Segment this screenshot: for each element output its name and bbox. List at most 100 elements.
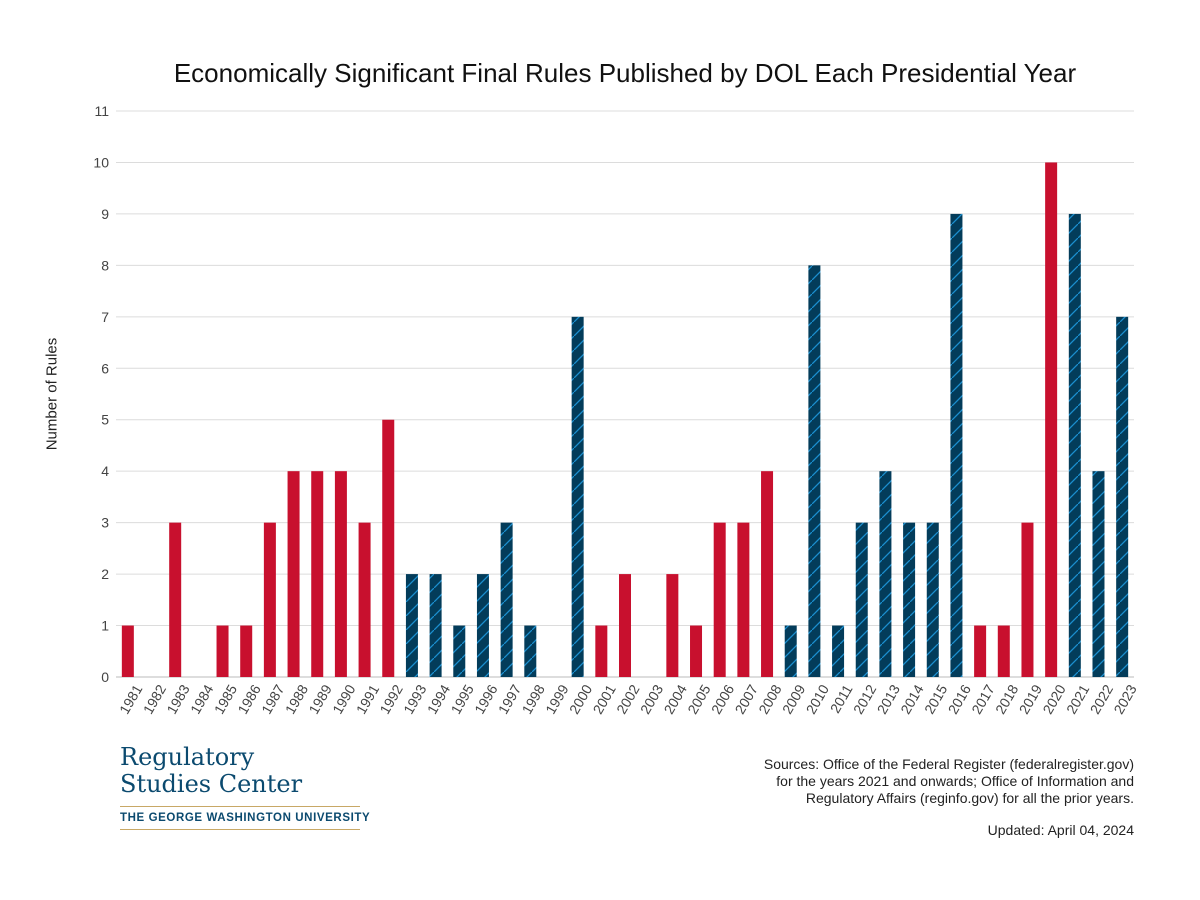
x-tick-label: 2023 bbox=[1110, 682, 1140, 717]
bar-1983 bbox=[169, 522, 182, 677]
logo-line-1: Regulatory bbox=[120, 743, 255, 771]
x-tick-label: 1998 bbox=[518, 682, 548, 717]
bar-1993 bbox=[405, 574, 418, 677]
y-tick-label: 8 bbox=[101, 257, 109, 273]
x-tick-label: 1991 bbox=[353, 682, 383, 717]
x-tick-label: 1988 bbox=[282, 682, 312, 717]
bar-1992 bbox=[382, 419, 395, 677]
x-tick-label: 1995 bbox=[447, 682, 477, 717]
x-tick-label: 1982 bbox=[140, 682, 170, 717]
x-tick-label: 1981 bbox=[116, 682, 146, 717]
sources-line-2: for the years 2021 and onwards; Office o… bbox=[776, 773, 1134, 789]
logo-university: THE GEORGE WASHINGTON UNIVERSITY bbox=[120, 812, 371, 824]
x-tick-label: 2008 bbox=[755, 682, 785, 717]
bar-1997 bbox=[500, 522, 513, 677]
chart-title: Economically Significant Final Rules Pub… bbox=[173, 58, 1077, 88]
sources-line-3: Regulatory Affairs (reginfo.gov) for all… bbox=[805, 790, 1134, 806]
bar-1985 bbox=[216, 625, 229, 677]
x-tick-label: 2006 bbox=[708, 682, 738, 717]
x-tick-label: 2005 bbox=[684, 682, 714, 717]
bars bbox=[121, 162, 1129, 678]
bar-2005 bbox=[690, 625, 703, 677]
sources-line-1: Sources: Office of the Federal Register … bbox=[763, 756, 1134, 772]
x-tick-label: 2022 bbox=[1087, 682, 1117, 717]
bar-1990 bbox=[334, 471, 347, 677]
bar-2021 bbox=[1068, 213, 1081, 677]
bar-1987 bbox=[263, 522, 276, 677]
bar-2014 bbox=[903, 522, 916, 677]
bar-2010 bbox=[808, 265, 821, 677]
x-tick-label: 1987 bbox=[258, 682, 288, 717]
bar-2015 bbox=[926, 522, 939, 677]
x-tick-label: 2019 bbox=[1016, 682, 1046, 717]
x-tick-label: 1996 bbox=[471, 682, 501, 717]
bar-1994 bbox=[429, 574, 442, 677]
x-tick-label: 2018 bbox=[992, 682, 1022, 717]
bar-1991 bbox=[358, 522, 371, 677]
logo-divider bbox=[120, 806, 360, 807]
y-tick-label: 9 bbox=[101, 206, 109, 222]
x-tick-label: 1989 bbox=[305, 682, 335, 717]
bar-1996 bbox=[476, 574, 489, 677]
bar-2023 bbox=[1116, 316, 1129, 677]
y-tick-label: 5 bbox=[101, 412, 109, 428]
x-tick-label: 2002 bbox=[613, 682, 643, 717]
bar-2022 bbox=[1092, 471, 1105, 677]
x-tick-label: 2016 bbox=[945, 682, 975, 717]
bar-2012 bbox=[855, 522, 868, 677]
bar-1995 bbox=[453, 625, 466, 677]
x-tick-label: 1994 bbox=[424, 682, 454, 717]
rsc-logo: Regulatory Studies Center THE GEORGE WAS… bbox=[120, 743, 371, 830]
updated-date: Updated: April 04, 2024 bbox=[987, 822, 1134, 838]
y-tick-label: 2 bbox=[101, 566, 109, 582]
bar-1986 bbox=[240, 625, 253, 677]
x-tick-label: 1985 bbox=[211, 682, 241, 717]
x-tick-label: 2010 bbox=[803, 682, 833, 717]
x-tick-label: 2000 bbox=[566, 682, 596, 717]
y-tick-labels: 0 1 2 3 4 5 6 7 8 9 10 11 bbox=[93, 103, 109, 685]
bar-1981 bbox=[121, 625, 134, 677]
bar-1989 bbox=[311, 471, 324, 677]
y-tick-label: 10 bbox=[93, 154, 109, 170]
bar-1988 bbox=[287, 471, 300, 677]
bar-2000 bbox=[571, 316, 584, 677]
x-tick-label: 1986 bbox=[234, 682, 264, 717]
y-tick-label: 7 bbox=[101, 309, 109, 325]
x-tick-label: 2020 bbox=[1039, 682, 1069, 717]
x-tick-label: 1997 bbox=[495, 682, 525, 717]
sources-note: Sources: Office of the Federal Register … bbox=[614, 756, 1134, 807]
x-tick-label: 2014 bbox=[897, 682, 927, 717]
x-tick-label: 2017 bbox=[968, 682, 998, 717]
x-tick-label: 2009 bbox=[779, 682, 809, 717]
bar-2018 bbox=[997, 625, 1010, 677]
x-tick-label: 2015 bbox=[921, 682, 951, 717]
bar-2009 bbox=[784, 625, 797, 677]
bar-2017 bbox=[974, 625, 987, 677]
y-tick-label: 6 bbox=[101, 360, 109, 376]
bar-2002 bbox=[619, 574, 631, 677]
bar-2013 bbox=[879, 471, 892, 677]
y-tick-label: 3 bbox=[101, 515, 109, 531]
bar-2008 bbox=[761, 471, 774, 677]
x-tick-label: 1993 bbox=[400, 682, 430, 717]
bar-2007 bbox=[737, 522, 750, 677]
bar-2016 bbox=[950, 213, 963, 677]
y-tick-label: 1 bbox=[101, 618, 109, 634]
bar-2020 bbox=[1045, 162, 1058, 678]
bar-2006 bbox=[713, 522, 726, 677]
y-tick-label: 0 bbox=[101, 669, 109, 685]
x-tick-label: 1999 bbox=[542, 682, 572, 717]
bar-2004 bbox=[666, 574, 679, 677]
x-tick-label: 2013 bbox=[874, 682, 904, 717]
x-tick-label: 2021 bbox=[1063, 682, 1093, 717]
x-tick-label: 2012 bbox=[850, 682, 880, 717]
x-tick-label: 2007 bbox=[732, 682, 762, 717]
y-tick-label: 11 bbox=[94, 103, 109, 119]
logo-line-2: Studies Center bbox=[120, 770, 303, 798]
x-tick-label: 2001 bbox=[590, 682, 620, 717]
x-tick-label: 1983 bbox=[163, 682, 193, 717]
bar-2001 bbox=[595, 625, 608, 677]
x-tick-label: 2004 bbox=[661, 682, 691, 717]
x-tick-label: 1984 bbox=[187, 682, 217, 717]
